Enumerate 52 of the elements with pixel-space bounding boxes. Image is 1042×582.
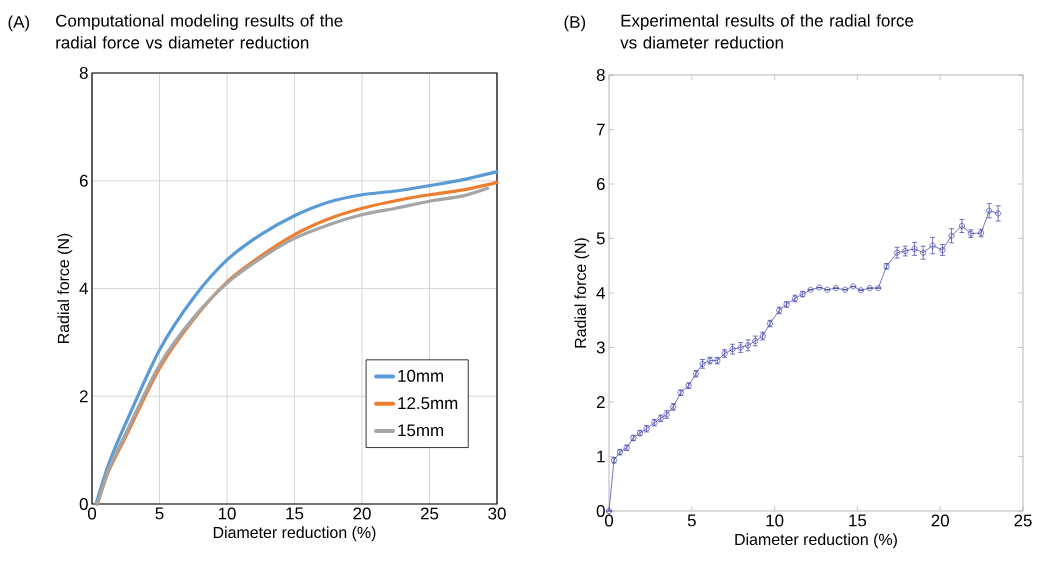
point <box>816 284 823 291</box>
x-tick-label: 5 <box>687 514 696 527</box>
y-tick-label: 2 <box>596 396 605 408</box>
y-tick-label: 0 <box>79 498 88 511</box>
y-tick-label: 8 <box>596 69 605 81</box>
x-tick-label: 10 <box>218 507 236 520</box>
x-axis-title: Diameter reduction (%) <box>735 533 897 549</box>
point <box>842 286 849 293</box>
x-tick-label: 20 <box>353 507 371 520</box>
y-tick-label: 3 <box>596 341 605 354</box>
point <box>850 283 857 290</box>
chart-title: Computational modeling results of the radial force vs diameter reduction <box>56 14 343 49</box>
y-tick-label: 6 <box>79 174 88 187</box>
x-tick-label: 25 <box>420 507 439 520</box>
point <box>958 223 965 229</box>
y-tick-label: 2 <box>79 390 88 403</box>
x-tick-label: 25 <box>1014 514 1032 527</box>
y-tick-label: 7 <box>596 123 605 136</box>
x-tick-label: 5 <box>155 507 164 520</box>
chart-title: Experimental results of the radial force vs diameter reduction <box>620 14 914 49</box>
legend-label: 10mm <box>398 369 444 382</box>
text: (A) <box>8 15 30 32</box>
y-tick-label: 4 <box>596 287 605 299</box>
x-tick-label: 15 <box>286 507 304 520</box>
x-tick-label: 15 <box>849 514 867 527</box>
text: (B) <box>564 15 586 32</box>
x-tick-label: 20 <box>931 514 949 527</box>
point <box>875 285 882 292</box>
y-tick-label: 5 <box>596 232 605 245</box>
point <box>920 249 927 256</box>
y-axis-title: Radial force (N) <box>57 233 73 343</box>
point <box>911 245 918 252</box>
x-tick-label: 10 <box>766 514 784 527</box>
point <box>902 248 909 254</box>
point <box>729 346 736 353</box>
point <box>866 285 873 292</box>
x-tick-label: 30 <box>488 507 506 520</box>
point <box>857 287 864 294</box>
legend-label: 15mm <box>398 424 444 437</box>
y-tick-label: 4 <box>79 282 88 295</box>
x-axis-title: Diameter reduction (%) <box>213 526 376 542</box>
point <box>807 286 814 293</box>
point <box>939 247 946 253</box>
x-tick-label: 0 <box>87 507 97 520</box>
y-tick-label: 6 <box>596 178 605 191</box>
point <box>832 285 839 292</box>
x-tick-label: 0 <box>604 514 614 527</box>
point <box>824 286 831 293</box>
y-tick-label: 8 <box>79 67 88 80</box>
y-axis-title: Radial force (N) <box>574 238 590 348</box>
legend-label: 12.5mm <box>398 397 458 410</box>
y-tick-label: 1 <box>597 450 605 463</box>
